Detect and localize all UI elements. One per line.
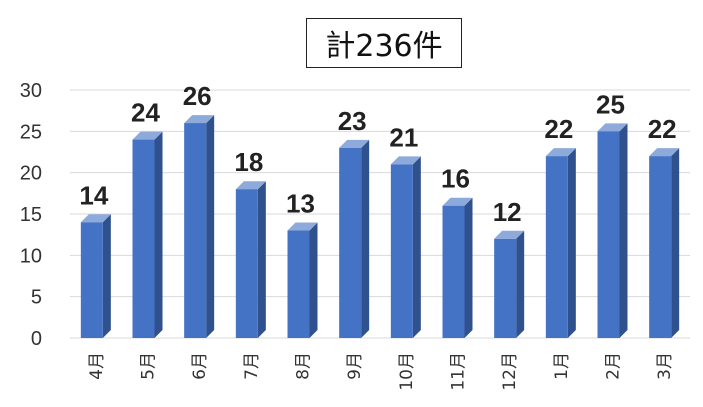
x-tick-label: 3月: [655, 352, 675, 380]
bar: [184, 115, 215, 338]
x-tick-label: 11月: [449, 352, 469, 391]
bar: [442, 197, 473, 338]
y-tick-label: 5: [31, 287, 42, 309]
data-label: 25: [596, 89, 625, 119]
y-tick-label: 25: [20, 121, 42, 143]
x-tick-label: 5月: [139, 352, 159, 380]
bar: [649, 148, 680, 338]
bar: [287, 222, 318, 338]
bar: [494, 230, 525, 338]
bar: [339, 139, 370, 338]
x-tick-label: 10月: [397, 352, 417, 391]
data-label: 26: [183, 81, 212, 111]
x-tick-label: 7月: [242, 352, 262, 380]
bar: [132, 131, 163, 338]
data-label: 16: [441, 164, 470, 194]
bar: [390, 156, 421, 338]
data-label: 13: [286, 189, 315, 219]
data-label: 14: [79, 180, 108, 210]
data-label: 12: [493, 197, 522, 227]
x-tick-label: 6月: [190, 352, 210, 380]
data-label: 22: [544, 114, 573, 144]
x-tick-label: 4月: [87, 352, 107, 380]
data-label: 24: [131, 98, 160, 128]
y-tick-label: 10: [20, 245, 42, 267]
y-tick-label: 15: [20, 204, 42, 226]
bar: [545, 148, 576, 338]
x-tick-label: 12月: [500, 352, 520, 391]
y-tick-label: 30: [20, 80, 42, 102]
bar: [597, 123, 628, 338]
y-tick-label: 0: [31, 328, 42, 350]
chart-title: 計236件: [306, 18, 462, 68]
data-label: 23: [338, 106, 367, 136]
x-tick-label: 2月: [604, 352, 624, 380]
x-tick-label: 1月: [552, 352, 572, 380]
data-label: 21: [389, 122, 418, 152]
y-tick-label: 20: [20, 163, 42, 185]
bar: [80, 214, 111, 338]
x-tick-label: 8月: [294, 352, 314, 380]
bar: [235, 181, 266, 338]
data-label: 18: [234, 147, 263, 177]
data-label: 22: [648, 114, 677, 144]
x-tick-label: 9月: [345, 352, 365, 380]
